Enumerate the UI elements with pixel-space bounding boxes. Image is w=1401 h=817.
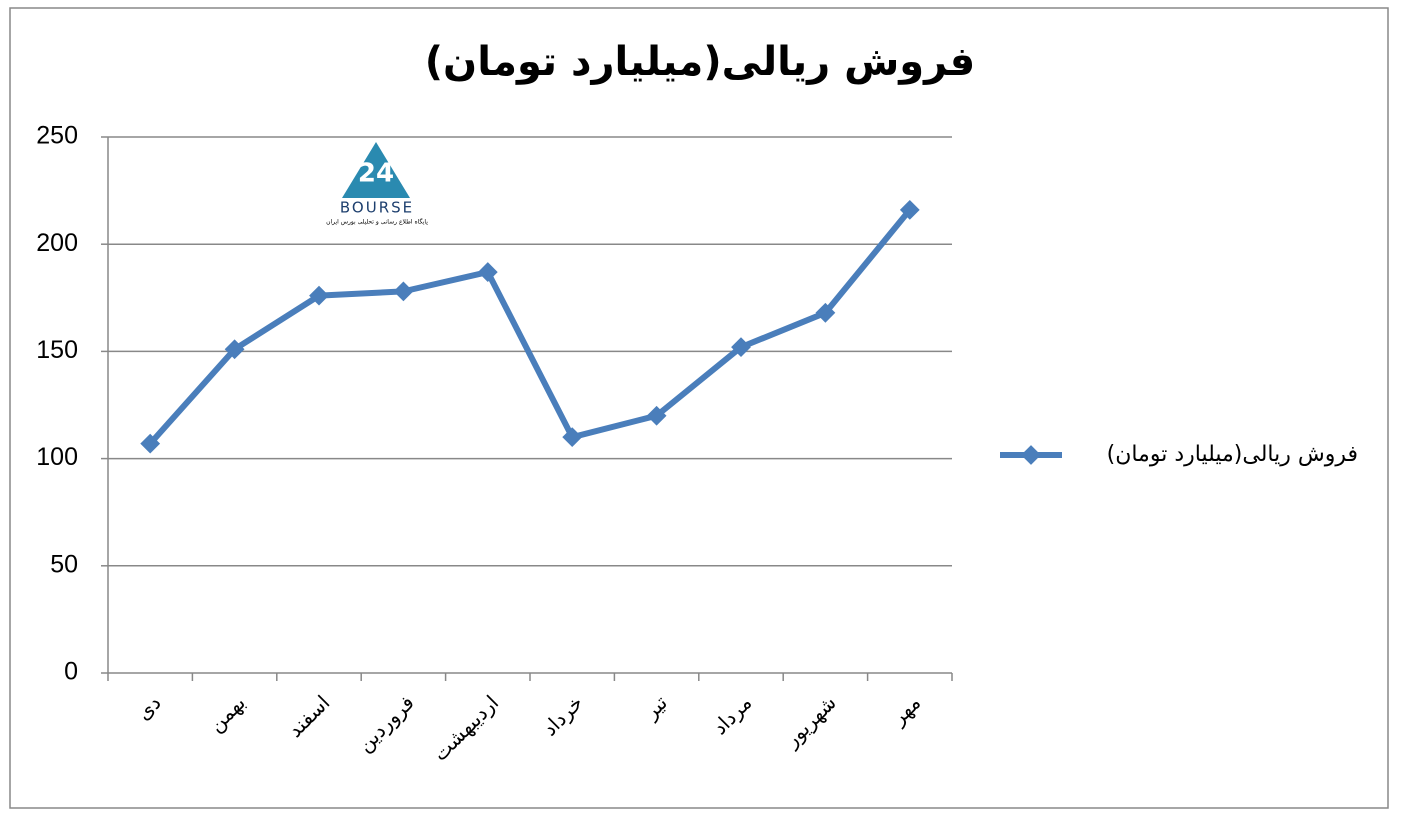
logo-triangle — [342, 142, 410, 198]
data-point — [140, 433, 161, 454]
chart-title: فروش ریالی(میلیارد تومان) — [425, 39, 975, 85]
y-tick-label: 100 — [36, 443, 78, 471]
logo-name: BOURSE — [340, 199, 414, 217]
y-tick-label: 200 — [36, 229, 78, 257]
logo-mark: 24 — [358, 159, 394, 189]
chart-border — [9, 7, 1389, 809]
y-tick-label: 250 — [36, 122, 78, 150]
data-point — [224, 339, 245, 360]
data-point — [731, 337, 751, 358]
legend-marker — [1021, 445, 1041, 465]
legend-label: فروش ریالی(میلیارد تومان) — [1107, 442, 1358, 467]
logo-tagline: پایگاه اطلاع رسانی و تحلیلی بورس ایران — [326, 218, 428, 226]
y-tick-label: 150 — [36, 336, 78, 364]
data-point — [646, 405, 667, 426]
data-point — [309, 285, 329, 306]
data-point — [815, 302, 836, 323]
data-line — [147, 207, 913, 446]
y-tick-label: 50 — [50, 550, 78, 578]
logo: 24 BOURSE پایگاه اطلاع رسانی و تحلیلی بو… — [320, 120, 435, 230]
data-point — [477, 262, 498, 282]
data-point — [393, 281, 414, 302]
y-tick-label: 0 — [64, 658, 78, 686]
data-point — [562, 427, 583, 448]
